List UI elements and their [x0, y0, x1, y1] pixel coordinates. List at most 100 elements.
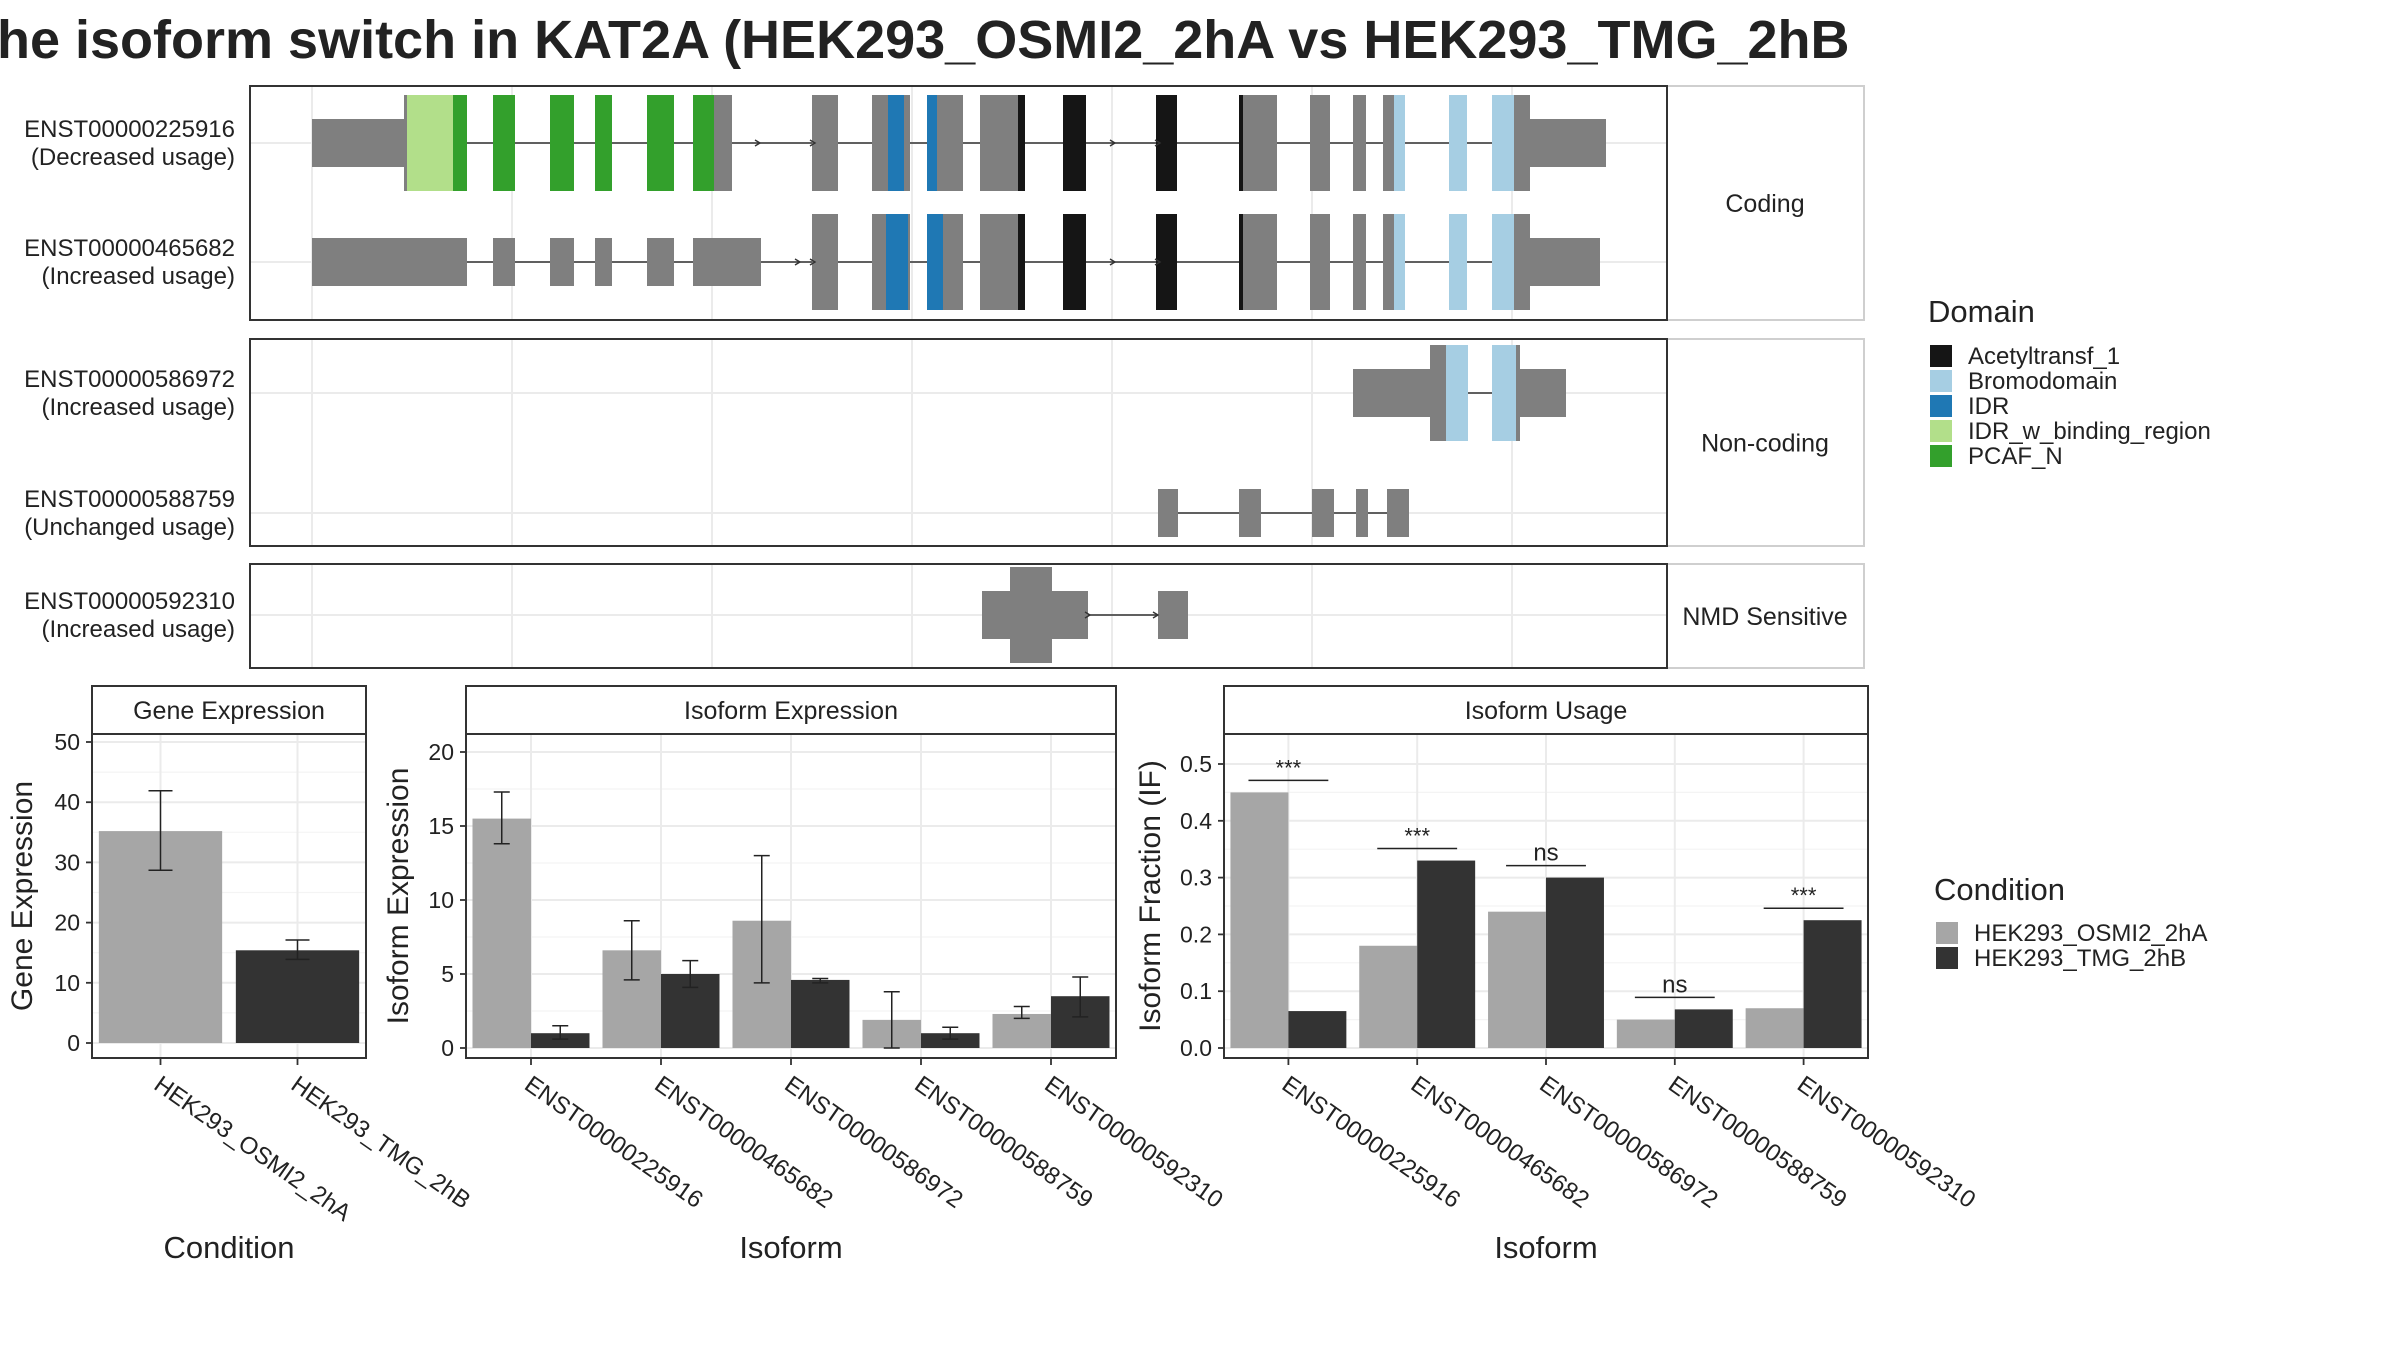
exon: [1312, 489, 1334, 537]
exon: [908, 214, 910, 310]
exon: [1383, 95, 1394, 191]
structure-panel: Non-coding: [249, 338, 1865, 547]
bar: [1546, 877, 1604, 1048]
exon: [1052, 591, 1088, 639]
figure-title: he isoform switch in KAT2A (HEK293_OSMI2…: [0, 10, 1850, 70]
exon: [453, 95, 467, 191]
plot-border: [91, 733, 367, 1059]
legend-label: HEK293_OSMI2_2hA: [1974, 920, 2207, 947]
transcript-id: ENST00000592310: [24, 588, 235, 615]
y-tick-label: 0.3: [1180, 865, 1212, 891]
exon: [1156, 95, 1177, 191]
legend-key: [1936, 947, 1958, 969]
legend-key: [1930, 370, 1952, 392]
transcript-usage: (Unchanged usage): [24, 514, 235, 541]
exon: [1063, 95, 1086, 191]
legend-key: [1930, 420, 1952, 442]
exon: [312, 119, 404, 167]
exon: [1353, 369, 1430, 417]
y-tick-label: 40: [54, 789, 80, 815]
bar: [1359, 945, 1418, 1048]
chart-title: Gene Expression: [133, 697, 325, 725]
structure-panel: NMD Sensitive: [249, 563, 1865, 669]
y-axis-label: Gene Expression: [6, 781, 39, 1011]
transcript-usage: (Increased usage): [42, 263, 235, 290]
exon: [927, 214, 943, 310]
chart-title: Isoform Usage: [1465, 697, 1628, 725]
intron-arrow: [794, 258, 802, 266]
exon: [1243, 95, 1277, 191]
intron-arrow: [1084, 611, 1092, 619]
exon: [888, 95, 904, 191]
x-axis-label: Condition: [164, 1230, 295, 1265]
exon: [1492, 95, 1514, 191]
exon: [927, 95, 937, 191]
exon: [550, 95, 574, 191]
y-tick-label: 30: [54, 849, 80, 875]
legend-key: [1930, 345, 1952, 367]
exon: [982, 591, 1010, 639]
legend-key: [1930, 395, 1952, 417]
exon: [550, 238, 574, 286]
bar: [921, 1033, 980, 1048]
exon: [1243, 214, 1277, 310]
y-axis-label: Isoform Fraction (IF): [1134, 760, 1167, 1032]
x-axis-label: Isoform: [1494, 1230, 1597, 1265]
exon: [714, 95, 732, 191]
y-tick-label: 15: [428, 813, 454, 839]
transcript-usage: (Increased usage): [42, 394, 235, 421]
bar: [1230, 792, 1289, 1048]
bar: [1803, 920, 1862, 1048]
exon: [1400, 214, 1405, 310]
exon: [1514, 214, 1530, 310]
panel-label: Non-coding: [1701, 430, 1829, 458]
significance-label: ***: [1276, 755, 1302, 780]
exon: [1516, 345, 1520, 441]
exon: [1018, 95, 1025, 191]
intron-arrow: [754, 139, 762, 147]
exon: [872, 214, 886, 310]
exon: [1356, 489, 1368, 537]
bar: [1417, 860, 1476, 1048]
bar: [1488, 911, 1546, 1048]
y-tick-label: 0: [67, 1030, 80, 1056]
transcript-id: ENST00000225916: [24, 116, 235, 143]
intron-arrow: [809, 139, 817, 147]
exon: [1449, 214, 1467, 310]
x-axis-label: Isoform: [739, 1230, 842, 1265]
chart-title: Isoform Expression: [684, 697, 898, 725]
transcript-id: ENST00000588759: [24, 486, 235, 513]
legend-key: [1936, 922, 1958, 944]
significance-label: ns: [1533, 840, 1558, 867]
exon: [1158, 591, 1188, 639]
exon: [1383, 214, 1394, 310]
panel-strip: [1666, 563, 1865, 669]
exon: [1387, 489, 1409, 537]
exon: [943, 214, 963, 310]
intron-arrow: [1152, 611, 1160, 619]
legend-key: [1930, 445, 1952, 467]
exon: [1492, 345, 1516, 441]
legend-label: IDR_w_binding_region: [1968, 418, 2211, 445]
bar: [1288, 1011, 1347, 1048]
exon: [1394, 214, 1400, 310]
intron-arrow: [1109, 139, 1117, 147]
exon: [1446, 345, 1468, 441]
exon: [1353, 214, 1366, 310]
exon: [404, 95, 407, 191]
y-tick-label: 50: [54, 729, 80, 755]
exon: [1400, 95, 1405, 191]
exon: [1018, 214, 1025, 310]
bar: [1616, 1019, 1675, 1048]
significance-label: ***: [1791, 883, 1817, 908]
legend-label: HEK293_TMG_2hB: [1974, 945, 2186, 972]
exon: [1156, 214, 1177, 310]
y-tick-label: 0.0: [1180, 1035, 1212, 1061]
legend-label: PCAF_N: [1968, 443, 2063, 470]
intron-arrow: [1154, 139, 1162, 147]
y-tick-label: 5: [441, 961, 454, 987]
exon: [595, 95, 612, 191]
panel-border: [249, 85, 1668, 321]
bar: [1745, 1008, 1804, 1048]
